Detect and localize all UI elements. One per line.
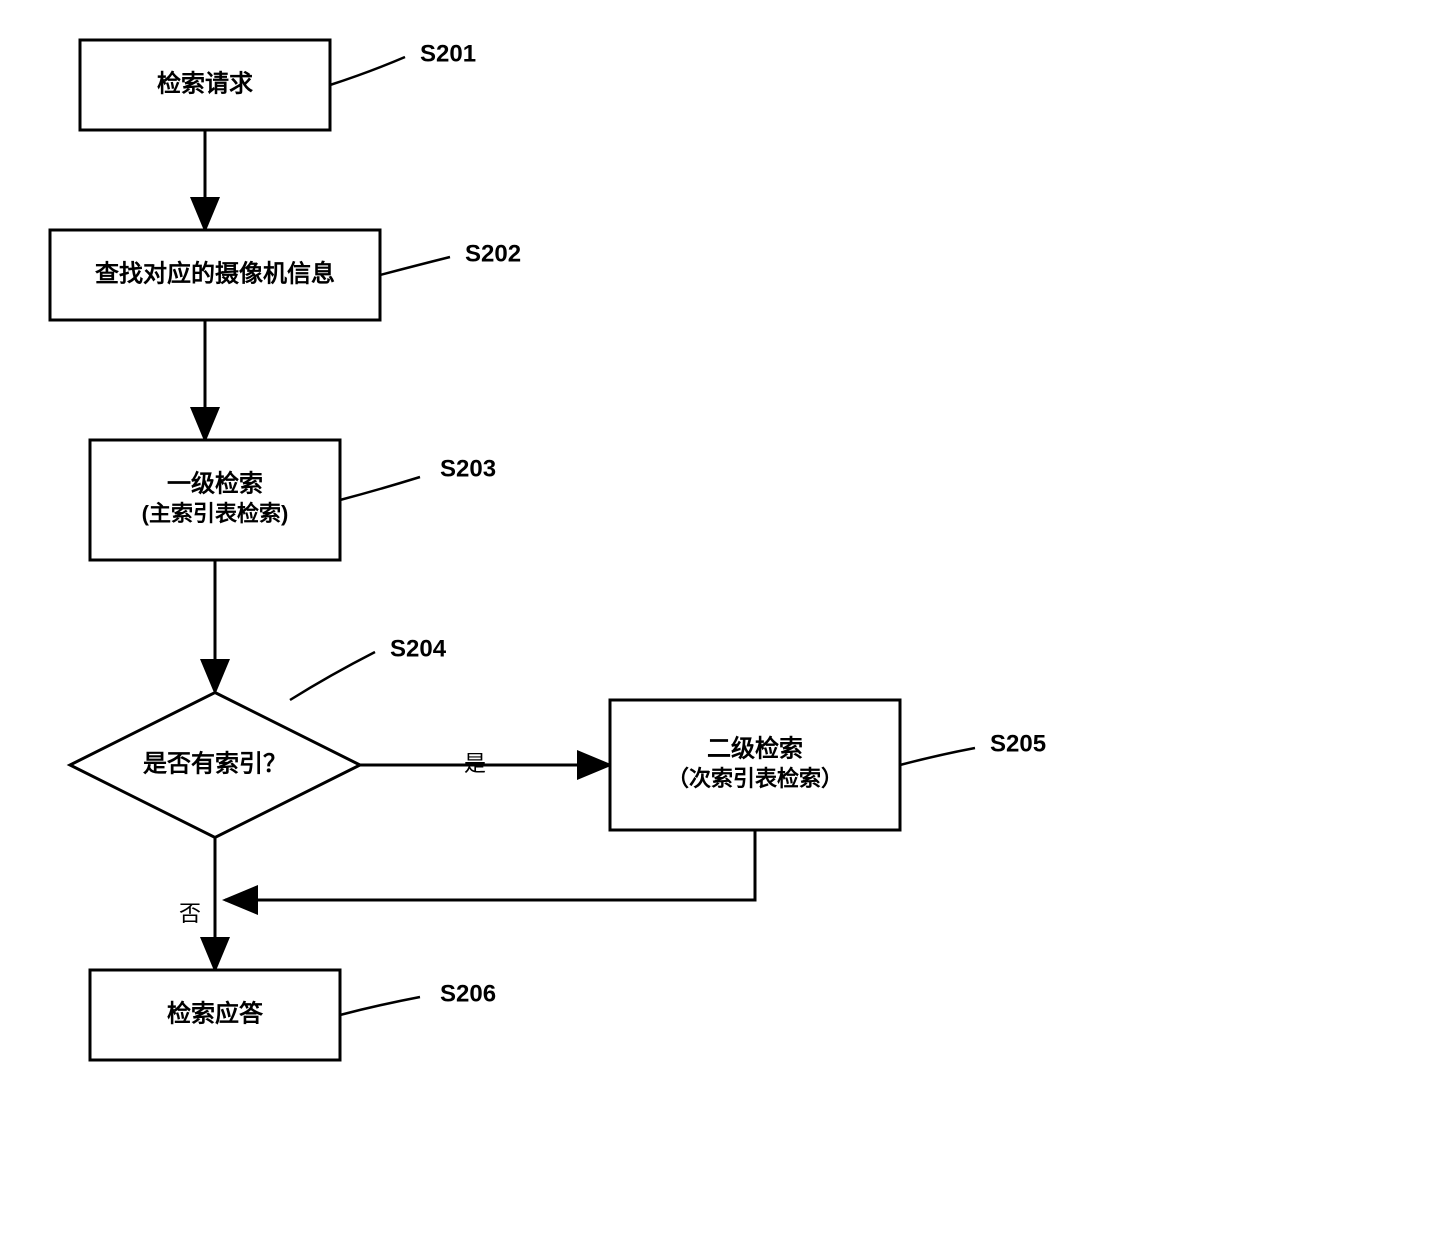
edge-label: 否 xyxy=(179,901,201,926)
node-s202-text: 查找对应的摄像机信息 xyxy=(95,259,335,287)
flowchart-svg: 是否 检索请求 S201 查找对应的摄像机信息 S202 一级检索 (主索引表检索) S203… xyxy=(0,0,1451,1234)
node-s201-text: 检索请求 xyxy=(157,69,253,97)
node-s203-label: S203 xyxy=(440,455,496,482)
node-s205-label: S205 xyxy=(990,730,1046,757)
node-s205-text: （次索引表检索） xyxy=(667,766,843,791)
node-s201-label: S201 xyxy=(420,40,476,67)
node-s203-text: 一级检索 xyxy=(167,469,263,497)
node-s204-label: S204 xyxy=(390,635,447,662)
node-s206-text: 检索应答 xyxy=(167,999,264,1027)
edge-label: 是 xyxy=(464,751,486,776)
node-s205-text: 二级检索 xyxy=(707,734,803,762)
node-s206-label: S206 xyxy=(440,980,496,1007)
node-s203-text: (主索引表检索) xyxy=(142,501,289,526)
node-s204-text: 是否有索引？ xyxy=(143,750,287,777)
node-s202-label: S202 xyxy=(465,240,521,267)
